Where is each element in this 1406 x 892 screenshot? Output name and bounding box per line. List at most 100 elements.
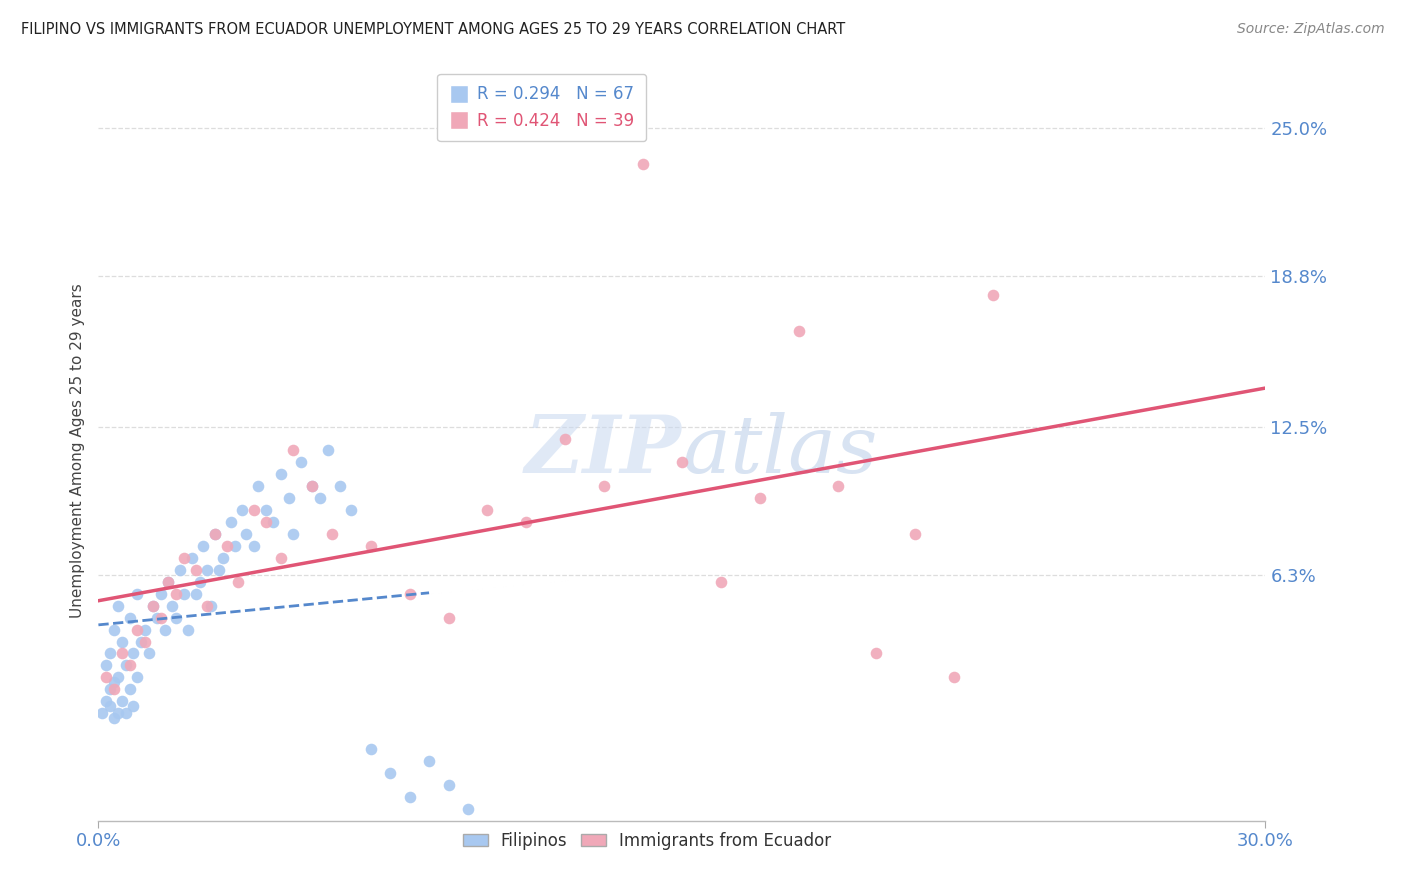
Text: Source: ZipAtlas.com: Source: ZipAtlas.com [1237, 22, 1385, 37]
Point [360, 742, 382, 756]
Point [103, 711, 125, 725]
Point [98, 698, 121, 713]
Point [122, 647, 145, 661]
Point [165, 610, 187, 624]
Point [103, 682, 125, 697]
Point [129, 634, 152, 648]
Point [96, 670, 118, 684]
Point [127, 587, 149, 601]
Point [290, 455, 312, 469]
Point [153, 623, 176, 637]
Point [200, 599, 222, 613]
Point [204, 527, 226, 541]
Point [787, 324, 810, 338]
Point [554, 432, 576, 446]
Point [278, 491, 301, 506]
Point [270, 550, 292, 565]
Point [107, 599, 129, 613]
Point [360, 539, 382, 553]
Point [96, 658, 118, 673]
Point [149, 610, 172, 624]
Point [477, 503, 499, 517]
Point [91, 706, 114, 721]
Point [243, 503, 266, 517]
Point [169, 563, 191, 577]
Point [208, 563, 231, 577]
Point [173, 550, 195, 565]
Point [329, 479, 352, 493]
Point [204, 527, 226, 541]
Point [111, 694, 134, 708]
Point [114, 658, 136, 673]
Point [943, 670, 966, 684]
Point [254, 515, 277, 529]
Text: atlas: atlas [682, 412, 877, 489]
Point [195, 599, 218, 613]
Point [270, 467, 292, 482]
Point [321, 527, 343, 541]
Point [142, 599, 165, 613]
Point [254, 503, 277, 517]
Y-axis label: Unemployment Among Ages 25 to 29 years: Unemployment Among Ages 25 to 29 years [69, 283, 84, 618]
Point [134, 623, 156, 637]
Point [281, 527, 304, 541]
Point [111, 634, 134, 648]
Point [340, 503, 363, 517]
Point [437, 778, 460, 792]
Legend: Filipinos, Immigrants from Ecuador: Filipinos, Immigrants from Ecuador [456, 825, 838, 856]
Point [114, 706, 136, 721]
Point [316, 443, 339, 458]
Point [111, 647, 134, 661]
Point [107, 670, 129, 684]
Point [98, 647, 121, 661]
Point [173, 587, 195, 601]
Point [149, 587, 172, 601]
Point [184, 563, 207, 577]
Point [301, 479, 323, 493]
Point [103, 675, 125, 690]
Point [398, 587, 420, 601]
Point [146, 610, 169, 624]
Point [219, 515, 242, 529]
Point [309, 491, 332, 506]
Point [224, 539, 246, 553]
Point [631, 157, 654, 171]
Point [165, 587, 187, 601]
Point [235, 527, 257, 541]
Point [246, 479, 269, 493]
Point [457, 802, 479, 816]
Point [380, 765, 402, 780]
Point [827, 479, 849, 493]
Point [127, 623, 149, 637]
Point [231, 503, 253, 517]
Point [180, 550, 202, 565]
Point [188, 574, 211, 589]
Text: ZIP: ZIP [524, 412, 682, 489]
Point [904, 527, 927, 541]
Point [981, 288, 1004, 302]
Point [437, 610, 460, 624]
Point [748, 491, 770, 506]
Point [515, 515, 537, 529]
Point [177, 623, 200, 637]
Point [215, 539, 238, 553]
Point [98, 682, 121, 697]
Point [118, 682, 141, 697]
Point [184, 587, 207, 601]
Point [103, 623, 125, 637]
Point [865, 647, 887, 661]
Point [228, 574, 250, 589]
Point [418, 754, 440, 768]
Point [96, 694, 118, 708]
Point [243, 539, 266, 553]
Point [122, 698, 145, 713]
Point [193, 539, 215, 553]
Point [212, 550, 235, 565]
Point [301, 479, 323, 493]
Point [398, 789, 420, 804]
Point [118, 610, 141, 624]
Point [138, 647, 160, 661]
Point [195, 563, 218, 577]
Text: FILIPINO VS IMMIGRANTS FROM ECUADOR UNEMPLOYMENT AMONG AGES 25 TO 29 YEARS CORRE: FILIPINO VS IMMIGRANTS FROM ECUADOR UNEM… [21, 22, 845, 37]
Point [262, 515, 284, 529]
